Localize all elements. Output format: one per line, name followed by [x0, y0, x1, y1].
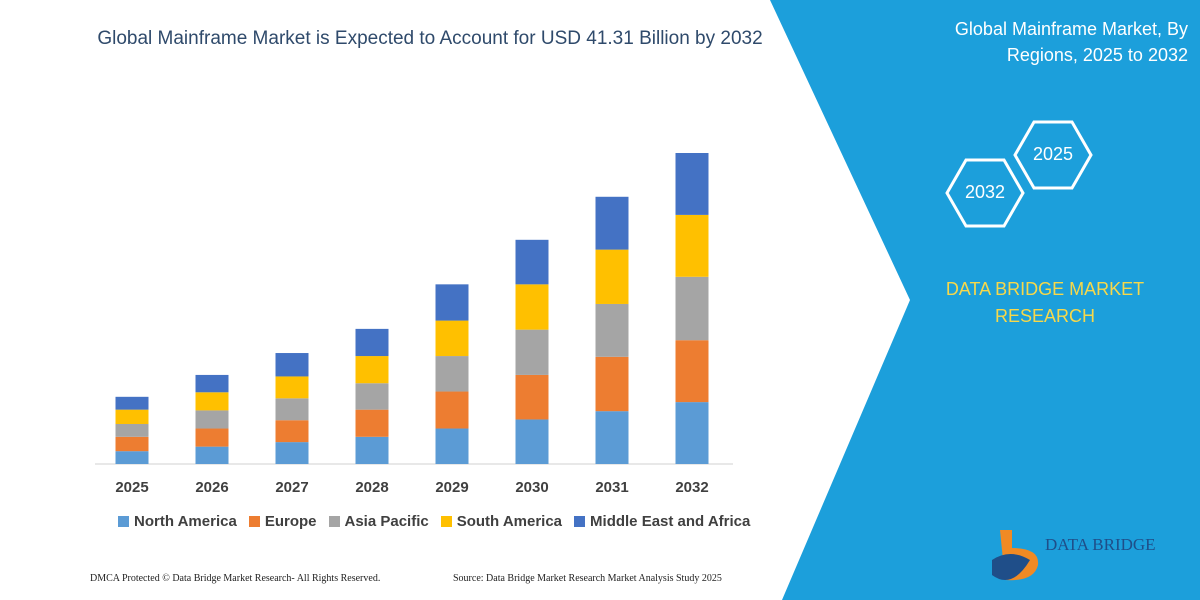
bar-segment — [275, 442, 309, 464]
bar-segment — [515, 374, 549, 420]
legend-item: North America — [118, 513, 237, 530]
bar-segment — [595, 249, 629, 304]
legend-label: Europe — [264, 513, 317, 530]
bar-segment — [595, 303, 629, 357]
bar-segment — [115, 436, 149, 452]
legend-item: Asia Pacific — [328, 513, 429, 530]
bar-segment — [355, 328, 389, 357]
bar-segment — [675, 214, 709, 277]
bar-segment — [115, 423, 149, 437]
bar-segment — [435, 356, 469, 392]
bar-segment — [515, 284, 549, 330]
legend-swatch — [118, 516, 129, 527]
legend-swatch — [574, 516, 586, 527]
brand: DATA BRIDGE MARKET RESEARCH — [945, 279, 1145, 326]
hexagon — [1013, 120, 1093, 190]
legend-swatch — [440, 516, 452, 527]
hexagon — [945, 158, 1025, 228]
bar-segment — [435, 391, 469, 429]
bar-segment — [195, 428, 229, 447]
bar-segment — [515, 239, 549, 285]
bar-segment — [195, 446, 229, 464]
logo-icon — [992, 554, 1030, 580]
bar-segment — [435, 284, 469, 321]
legend-label: Middle East and Africa — [590, 513, 751, 530]
x-tick-label: 2032 — [675, 479, 708, 496]
bar-segment — [595, 356, 629, 412]
x-tick-label: 2031 — [595, 479, 628, 496]
legend-swatch — [328, 516, 340, 527]
x-tick-label: 2026 — [195, 479, 228, 496]
bar-segment — [275, 376, 309, 399]
footer-left: DMCA Protected © Data Bridge Market Rese… — [90, 573, 381, 584]
bar-segment — [195, 392, 229, 411]
bar-segment — [275, 420, 309, 443]
chart-title: Global Mainframe Market is Expected to A… — [97, 28, 763, 49]
bar-segment — [435, 428, 469, 464]
bar-segment — [115, 451, 149, 464]
legend-label: Asia Pacific — [344, 513, 429, 530]
bar-segment — [675, 276, 709, 341]
bar-segment — [435, 320, 469, 357]
legend: North America Europe Asia Pacific South Ame… — [118, 513, 750, 530]
x-tick-label: 2028 — [355, 479, 388, 496]
x-tick-label: 2030 — [515, 479, 548, 496]
side-panel — [770, 0, 1200, 600]
logo-text: DATA BRIDGE — [1045, 535, 1156, 554]
bar-segment — [355, 356, 389, 384]
x-tick-label: 2025 — [115, 479, 148, 496]
panel-title: Global Mainframe Market, By Regions, 202… — [954, 19, 1188, 65]
bar-segment — [115, 409, 149, 424]
bar-segment — [595, 196, 629, 250]
bar-segment — [515, 329, 549, 375]
hex-label: 2032 — [965, 182, 1005, 202]
x-tick-label: 2029 — [435, 479, 468, 496]
legend-swatch — [248, 516, 260, 527]
bar-segment — [355, 409, 389, 437]
legend-item: South America — [440, 513, 563, 530]
x-tick-label: 2027 — [275, 479, 308, 496]
bar-segment — [275, 398, 309, 421]
bar-segment — [675, 340, 709, 403]
legend-label: North America — [134, 513, 237, 530]
bar-segment — [675, 153, 709, 215]
bar-segment — [515, 419, 549, 464]
legend-item: Middle East and Africa — [574, 513, 750, 530]
bar-segment — [595, 411, 629, 464]
hex-label: 2025 — [1033, 144, 1073, 164]
footer-right: Source: Data Bridge Market Research Mark… — [453, 573, 722, 584]
legend-label: South America — [456, 513, 563, 530]
bar-segment — [195, 374, 229, 393]
bar-segment — [275, 353, 309, 377]
bar-segment — [355, 383, 389, 410]
legend-item: Europe — [248, 513, 317, 530]
bar-segment — [675, 402, 709, 464]
bar-segment — [115, 396, 149, 410]
bar-segment — [195, 410, 229, 429]
bar-segment — [355, 436, 389, 464]
